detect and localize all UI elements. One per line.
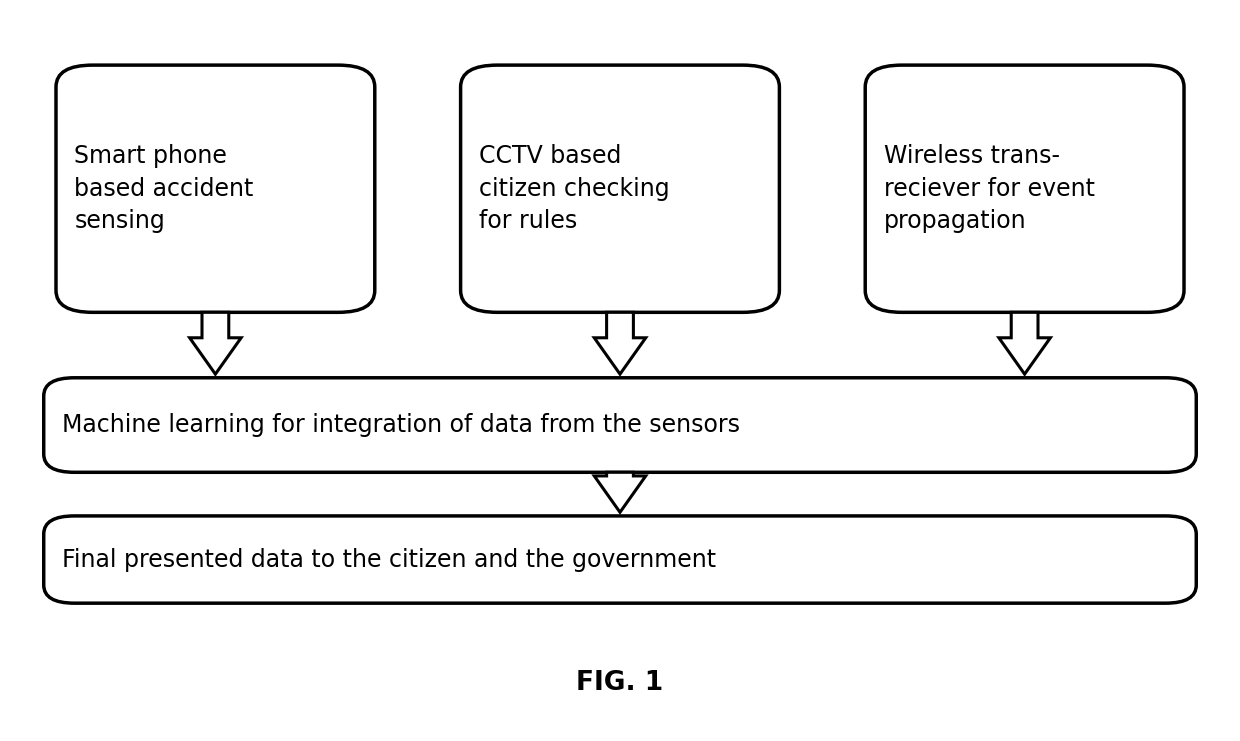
Text: Smart phone
based accident
sensing: Smart phone based accident sensing: [74, 144, 254, 233]
FancyBboxPatch shape: [43, 516, 1197, 603]
FancyBboxPatch shape: [43, 378, 1197, 472]
Polygon shape: [594, 312, 646, 374]
Polygon shape: [999, 312, 1050, 374]
FancyBboxPatch shape: [866, 65, 1184, 312]
Polygon shape: [190, 312, 241, 374]
FancyBboxPatch shape: [56, 65, 374, 312]
Text: Wireless trans-
reciever for event
propagation: Wireless trans- reciever for event propa…: [884, 144, 1095, 233]
Text: CCTV based
citizen checking
for rules: CCTV based citizen checking for rules: [479, 144, 670, 233]
Text: Machine learning for integration of data from the sensors: Machine learning for integration of data…: [62, 413, 740, 437]
Text: Final presented data to the citizen and the government: Final presented data to the citizen and …: [62, 548, 717, 571]
Polygon shape: [594, 472, 646, 512]
Text: FIG. 1: FIG. 1: [577, 670, 663, 696]
FancyBboxPatch shape: [460, 65, 780, 312]
